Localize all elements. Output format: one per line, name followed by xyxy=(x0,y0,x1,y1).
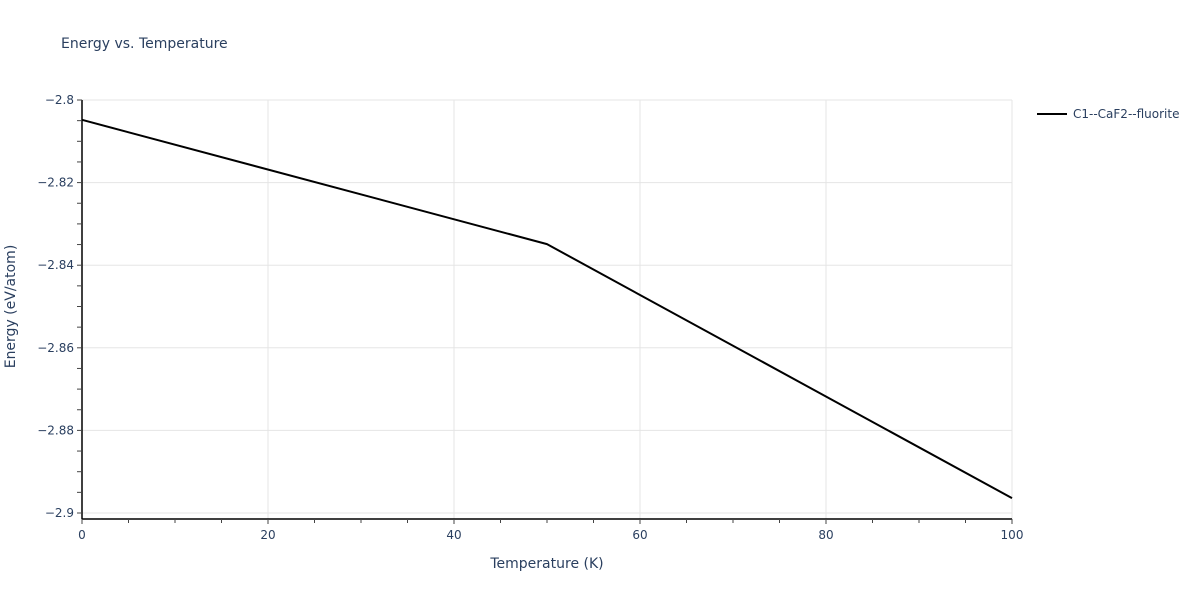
x-tick-label: 100 xyxy=(1001,528,1024,542)
legend-line-swatch xyxy=(1037,113,1067,115)
x-tick-label: 0 xyxy=(78,528,86,542)
y-tick-label: −2.8 xyxy=(45,93,74,107)
x-tick-label: 80 xyxy=(818,528,833,542)
y-tick-label: −2.86 xyxy=(37,341,74,355)
y-tick-label: −2.88 xyxy=(37,423,74,437)
y-axis-title: Energy (eV/atom) xyxy=(3,245,19,369)
chart-title: Energy vs. Temperature xyxy=(61,36,228,52)
y-tick-label: −2.82 xyxy=(37,176,74,190)
legend-label: C1--CaF2--fluorite xyxy=(1073,107,1180,121)
y-tick-label: −2.9 xyxy=(45,506,74,520)
series-line[interactable] xyxy=(81,118,1013,500)
x-tick-label: 20 xyxy=(260,528,275,542)
x-axis-title: Temperature (K) xyxy=(489,556,603,572)
y-tick-label: −2.84 xyxy=(37,258,74,272)
x-tick-label: 60 xyxy=(632,528,647,542)
legend-item[interactable]: C1--CaF2--fluorite xyxy=(1037,107,1179,121)
x-tick-label: 40 xyxy=(446,528,461,542)
